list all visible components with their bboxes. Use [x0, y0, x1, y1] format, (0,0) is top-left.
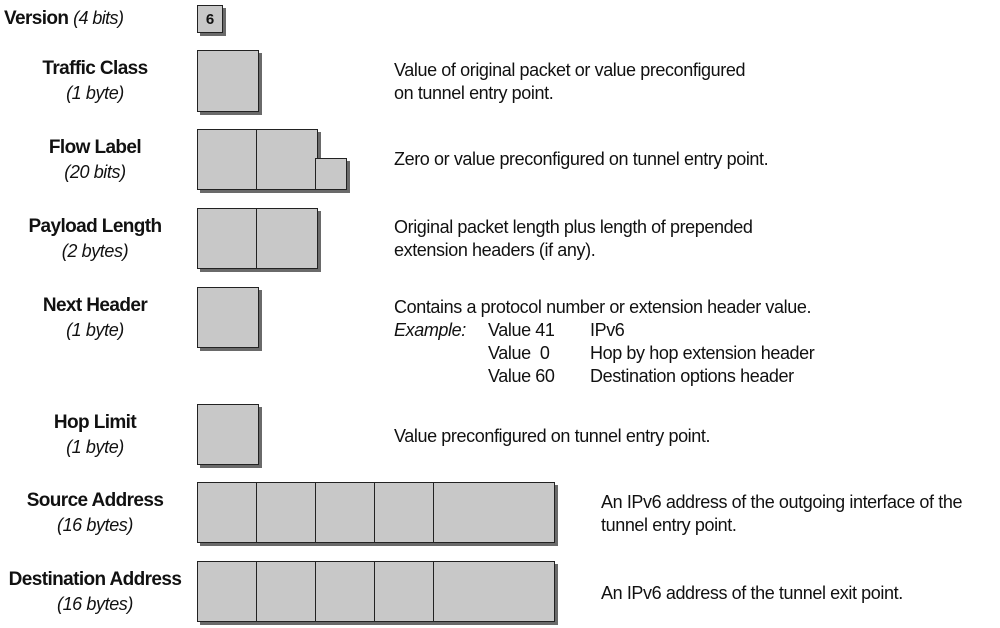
example-value: Value 41 — [488, 320, 555, 340]
field-name: Hop Limit — [53, 412, 137, 433]
field-size: (20 bits) — [64, 162, 126, 182]
description-line: Value preconfigured on tunnel entry poin… — [394, 426, 711, 446]
description-line: Zero or value preconfigured on tunnel en… — [394, 149, 769, 169]
version-box: 6 — [197, 5, 223, 33]
field-box-destination-address — [315, 561, 377, 622]
field-box-source-address — [197, 482, 259, 543]
field-description-traffic-class: Value of original packet or value precon… — [394, 59, 746, 105]
description-line: tunnel entry point. — [601, 515, 737, 535]
example-meaning: Destination options header — [590, 366, 794, 386]
field-box-flow-label-partial — [315, 158, 347, 190]
example-label: Example: — [394, 320, 466, 340]
field-name: Traffic Class — [42, 58, 148, 79]
field-box-destination-address — [433, 561, 555, 622]
field-size: (1 byte) — [66, 437, 124, 457]
field-size: (1 byte) — [66, 83, 124, 103]
description-line: An IPv6 address of the outgoing interfac… — [601, 492, 963, 512]
field-label-next-header: Next Header (1 byte) — [0, 293, 190, 342]
field-label-payload-length: Payload Length (2 bytes) — [0, 214, 190, 263]
example-value: Value 60 — [488, 366, 555, 386]
description-line: on tunnel entry point. — [394, 83, 554, 103]
field-box-flow-label — [256, 129, 318, 190]
field-size: (2 bytes) — [61, 241, 129, 261]
field-box-source-address — [256, 482, 318, 543]
example-meaning: Hop by hop extension header — [590, 343, 815, 363]
version-name: Version — [4, 8, 69, 29]
field-box-next-header — [197, 287, 259, 348]
field-label-source-address: Source Address (16 bytes) — [0, 488, 190, 537]
example-value: Value 0 — [488, 343, 550, 363]
field-box-payload-length — [256, 208, 318, 269]
field-box-source-address — [433, 482, 555, 543]
field-name: Next Header — [42, 295, 148, 316]
field-label-destination-address: Destination Address (16 bytes) — [0, 567, 190, 616]
description-line: An IPv6 address of the tunnel exit point… — [601, 583, 903, 603]
field-description-payload-length: Original packet length plus length of pr… — [394, 216, 753, 262]
field-name: Payload Length — [28, 216, 162, 237]
field-size: (16 bytes) — [56, 515, 134, 535]
field-box-destination-address — [374, 561, 436, 622]
field-label-flow-label: Flow Label (20 bits) — [0, 135, 190, 184]
description-line: Contains a protocol number or extension … — [394, 297, 812, 317]
field-name: Destination Address — [8, 569, 182, 590]
field-box-destination-address — [256, 561, 318, 622]
field-size: (1 byte) — [66, 320, 124, 340]
field-size: (16 bytes) — [56, 594, 134, 614]
version-value: 6 — [205, 11, 215, 28]
field-description-source-address: An IPv6 address of the outgoing interfac… — [601, 491, 962, 537]
field-description-hop-limit: Value preconfigured on tunnel entry poin… — [394, 425, 711, 448]
description-line: Value of original packet or value precon… — [394, 60, 746, 80]
field-name: Flow Label — [48, 137, 142, 158]
field-box-hop-limit — [197, 404, 259, 465]
field-box-source-address — [374, 482, 436, 543]
field-description-next-header: Contains a protocol number or extension … — [394, 296, 811, 319]
field-description-flow-label: Zero or value preconfigured on tunnel en… — [394, 148, 769, 171]
field-box-flow-label — [197, 129, 259, 190]
field-description-destination-address: An IPv6 address of the tunnel exit point… — [601, 582, 903, 605]
field-name: Source Address — [26, 490, 164, 511]
field-box-destination-address — [197, 561, 259, 622]
field-label-hop-limit: Hop Limit (1 byte) — [0, 410, 190, 459]
version-label: Version (4 bits) — [4, 6, 124, 31]
field-label-traffic-class: Traffic Class (1 byte) — [0, 56, 190, 105]
field-box-source-address — [315, 482, 377, 543]
field-box-traffic-class — [197, 50, 259, 112]
description-line: Original packet length plus length of pr… — [394, 217, 753, 237]
example-meaning: IPv6 — [590, 320, 625, 340]
version-size: (4 bits) — [73, 8, 124, 28]
description-line: extension headers (if any). — [394, 240, 596, 260]
field-box-payload-length — [197, 208, 259, 269]
